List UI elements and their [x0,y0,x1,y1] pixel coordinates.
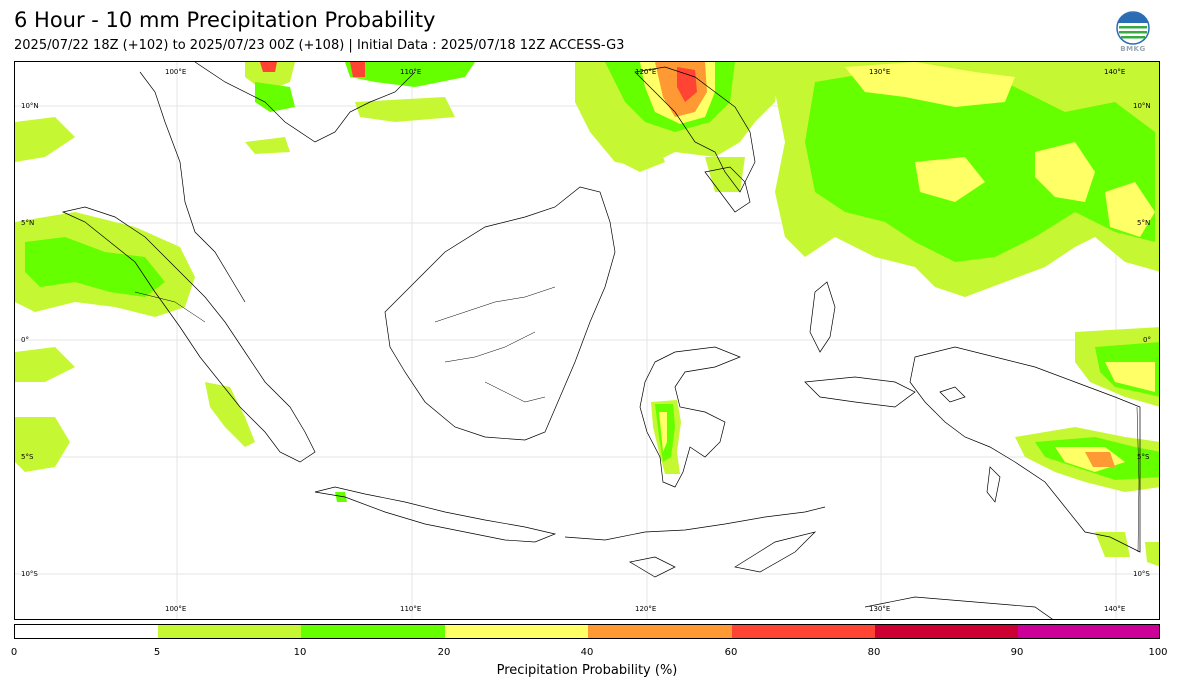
lon-label-top: 100°E [165,68,187,76]
lat-label-left: 5°N [21,219,35,227]
lat-label-left: 5°S [21,453,34,461]
colorbar-tick: 90 [1010,647,1024,658]
bmkg-logo-icon: BMKG [1114,11,1152,55]
colorbar-tick: 20 [437,647,451,658]
lat-label-right: 5°N [1137,219,1151,227]
colorbar-segment [15,625,158,638]
colorbar-tick: 40 [580,647,594,658]
colorbar-tick: 10 [293,647,307,658]
colorbar-segment [445,625,588,638]
lon-label-top: 130°E [869,68,891,76]
lon-label-bottom: 110°E [400,605,422,613]
logo-text: BMKG [1120,45,1146,53]
colorbar-tick: 80 [867,647,881,658]
map-title: 6 Hour - 10 mm Precipitation Probability [14,8,436,32]
boundaries [134,286,1140,553]
colorbar-tick: 60 [724,647,738,658]
lat-label-right: 5°S [1137,453,1150,461]
lat-label-left: 10°N [21,102,39,110]
precipitation-map: 100°E 110°E 120°E 130°E 140°E 100°E 110°… [14,61,1160,620]
lon-label-top: 110°E [400,68,422,76]
lat-label-left: 10°S [21,570,38,578]
lat-label-right: 0° [1143,336,1151,344]
colorbar-tick: 0 [10,647,18,658]
lon-label-top: 140°E [1104,68,1126,76]
lat-label-right: 10°S [1133,570,1150,578]
colorbar-segment [158,625,301,638]
lat-label-right: 10°N [1133,102,1151,110]
colorbar [14,624,1160,639]
colorbar-segment [732,625,875,638]
lon-label-bottom: 140°E [1104,605,1126,613]
lat-label-left: 0° [21,336,29,344]
colorbar-segment [1018,625,1159,638]
colorbar-segment [301,625,445,638]
lon-label-top: 120°E [635,68,657,76]
lon-label-bottom: 130°E [869,605,891,613]
map-subtitle: 2025/07/22 18Z (+102) to 2025/07/23 00Z … [14,38,625,53]
colorbar-segment [588,625,732,638]
map-canvas [15,62,1159,619]
lon-label-bottom: 100°E [165,605,187,613]
coastlines [61,62,1141,619]
precipitation-field [15,62,1159,567]
colorbar-segment [875,625,1018,638]
colorbar-tick: 5 [153,647,161,658]
colorbar-tick: 100 [1148,647,1168,658]
lon-label-bottom: 120°E [635,605,657,613]
colorbar-label: Precipitation Probability (%) [496,663,678,678]
